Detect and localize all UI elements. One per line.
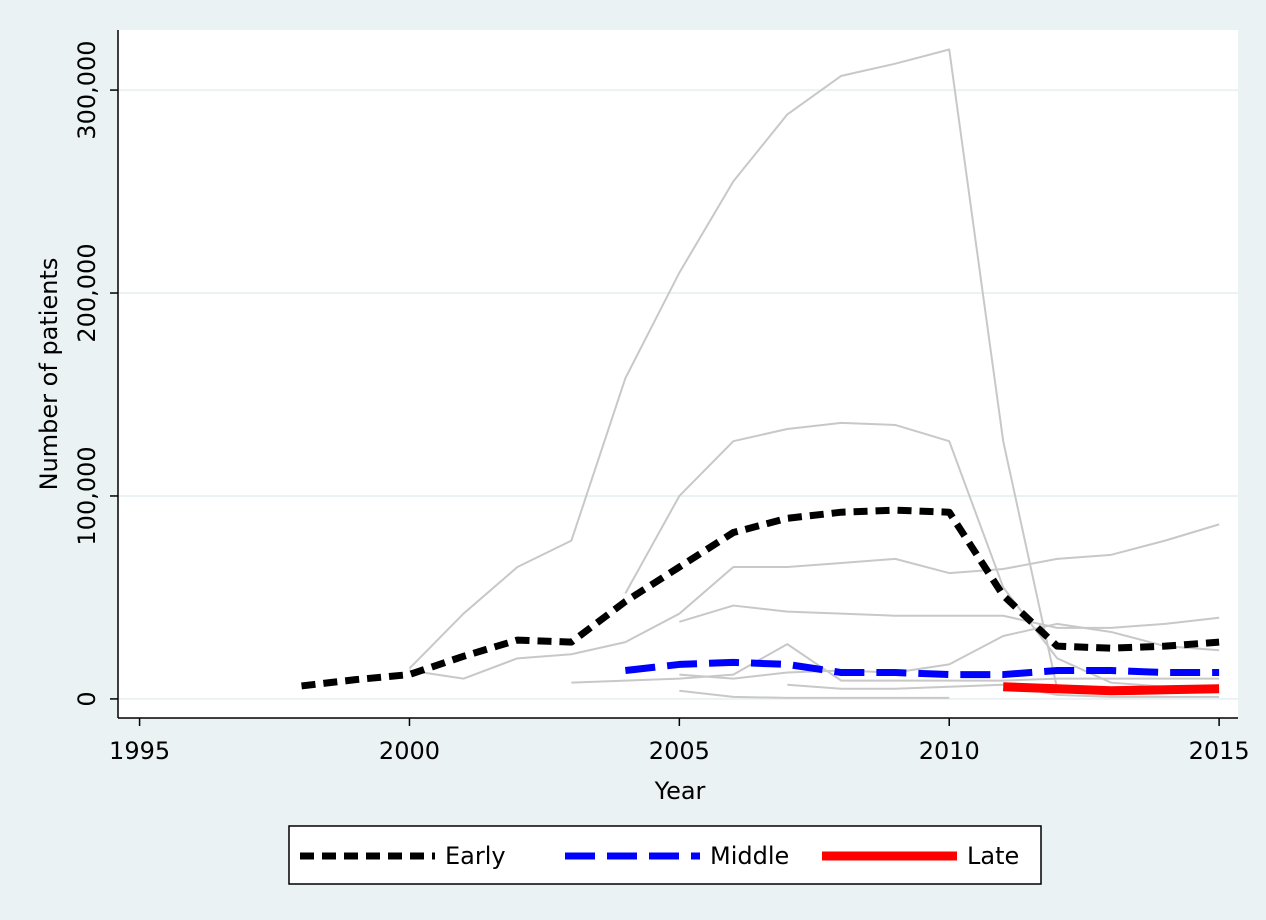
series-line [1003,682,1220,696]
background-line [787,683,1220,698]
series-line [301,506,1220,690]
background-line [679,689,950,699]
background-line [679,622,1220,680]
background-line [571,643,1220,684]
x-tick-label: 2010 [919,737,980,765]
x-tick-label: 2005 [649,737,710,765]
background-line [409,523,1220,680]
background-line [624,421,1220,688]
series-line [624,658,1220,679]
plot-area [118,30,1238,718]
x-axis-title: Year [654,777,706,805]
legend-label: Late [967,842,1019,870]
background-line [679,604,1220,629]
y-tick-label: 0 [73,691,101,706]
y-tick-label: 300,000 [73,40,101,139]
y-tick-label: 100,000 [73,446,101,545]
x-tick-label: 2000 [379,737,440,765]
y-tick-label: 200,000 [73,243,101,342]
x-tick-label: 1995 [109,737,170,765]
y-axis-title: Number of patients [35,258,63,491]
legend-label: Middle [710,842,789,870]
x-tick-label: 2015 [1189,737,1250,765]
legend-label: Early [445,842,506,870]
